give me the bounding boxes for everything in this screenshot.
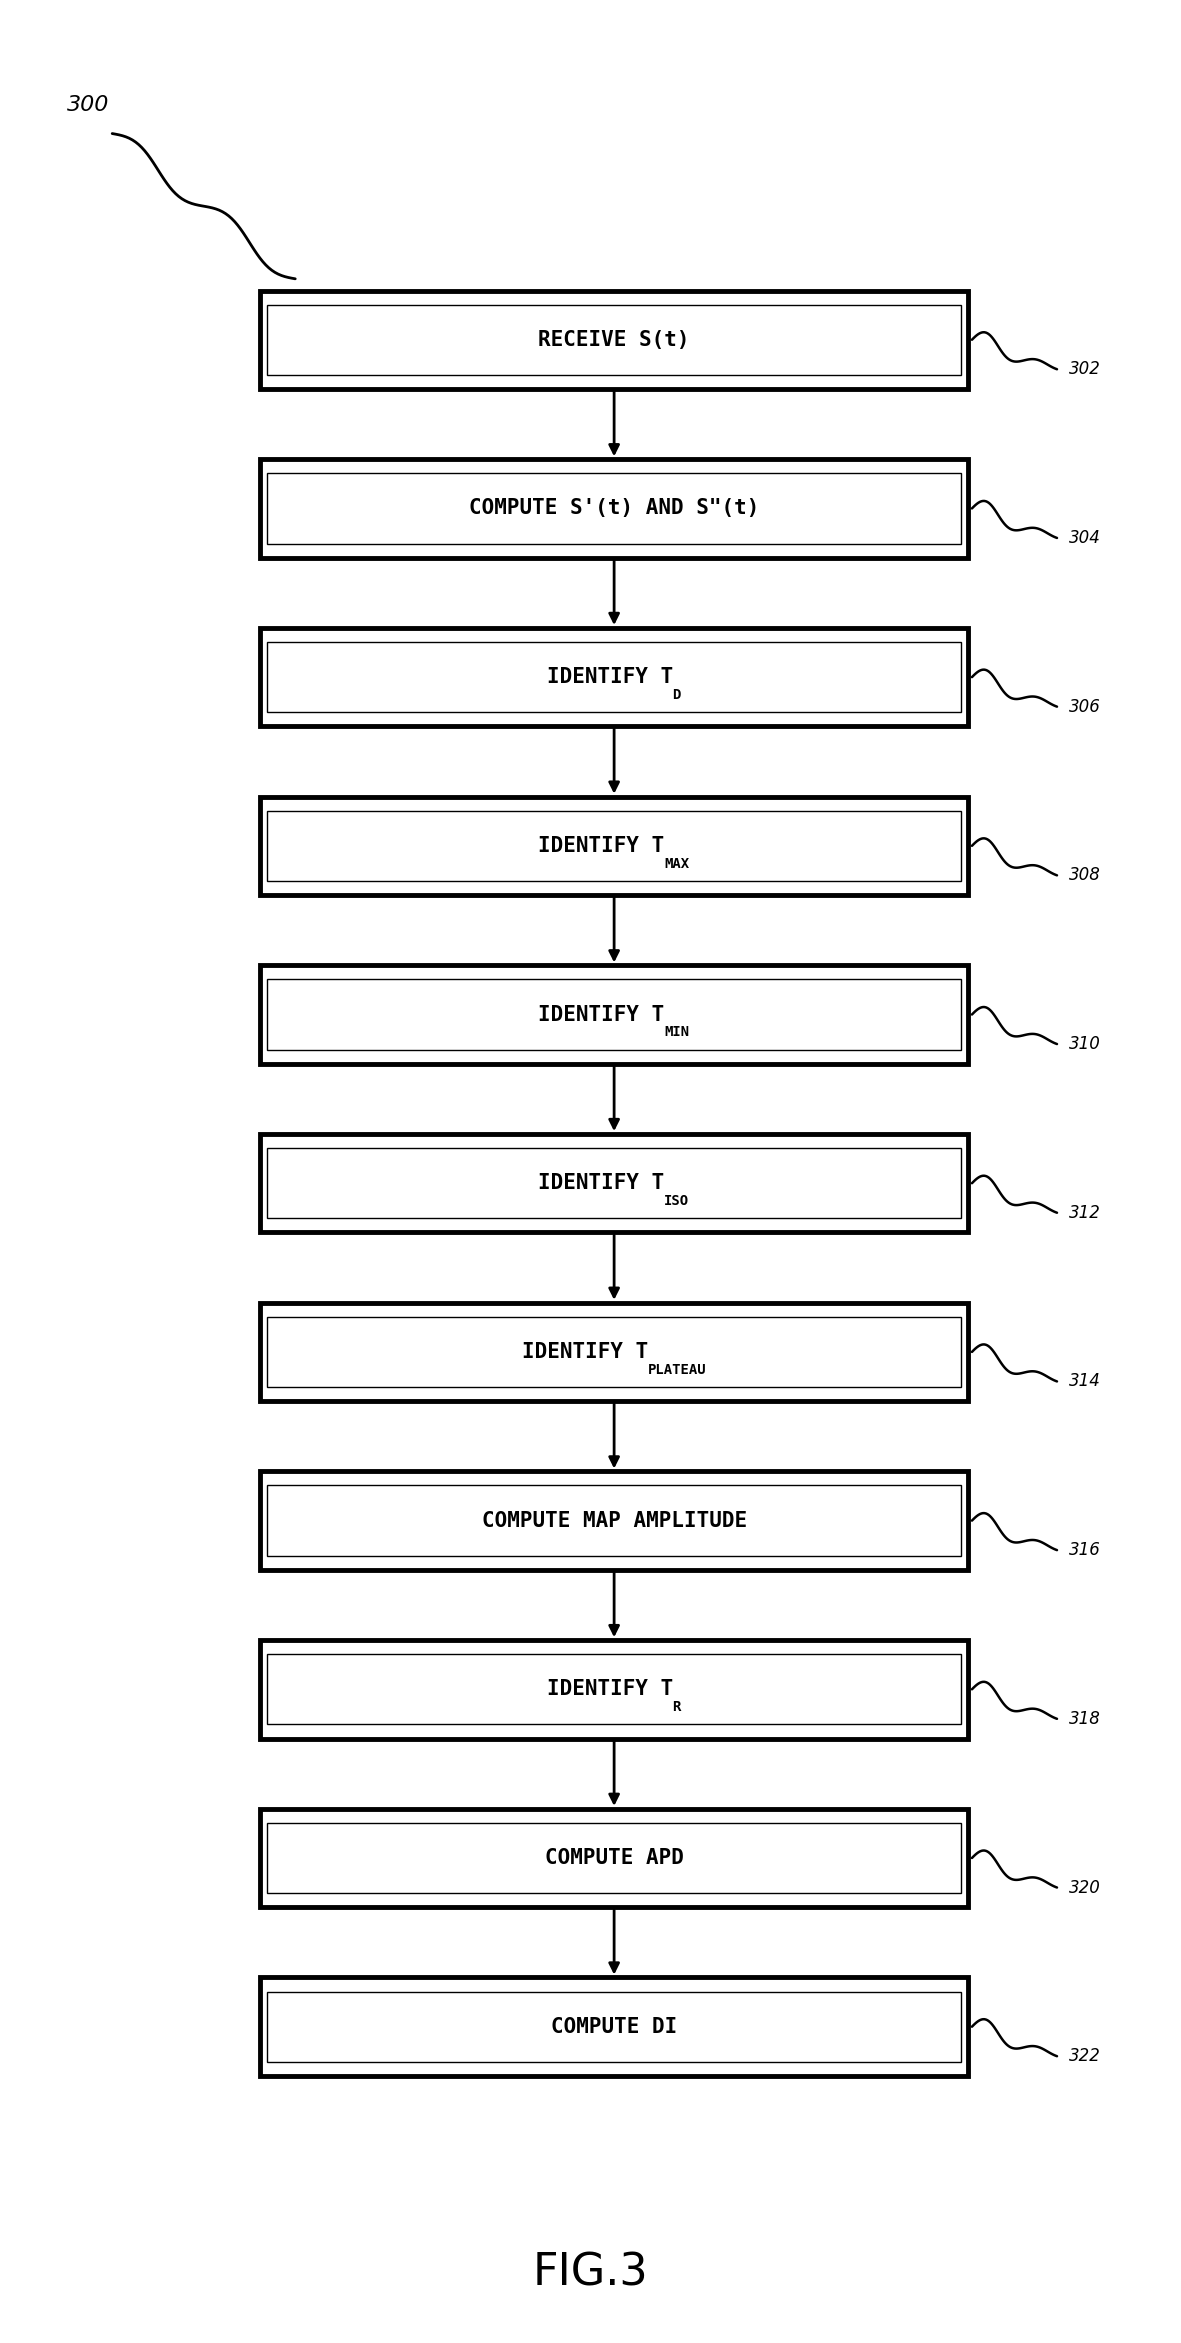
Text: IDENTIFY T: IDENTIFY T (539, 1005, 665, 1024)
Text: 306: 306 (1069, 698, 1101, 715)
Text: D: D (672, 689, 680, 703)
Text: COMPUTE S'(t) AND S"(t): COMPUTE S'(t) AND S"(t) (469, 499, 759, 518)
Text: COMPUTE APD: COMPUTE APD (544, 1849, 684, 1867)
Bar (267, 1654, 961, 1724)
Bar (260, 1303, 968, 1401)
Bar (260, 1809, 968, 1907)
Bar (267, 642, 961, 712)
Text: IDENTIFY T: IDENTIFY T (539, 1174, 665, 1193)
Text: 308: 308 (1069, 867, 1101, 883)
Bar (267, 1148, 961, 1218)
Bar (260, 1977, 968, 2076)
Bar (260, 628, 968, 726)
Bar (260, 291, 968, 389)
Text: 304: 304 (1069, 530, 1101, 546)
Text: 310: 310 (1069, 1036, 1101, 1052)
Text: FIG.3: FIG.3 (533, 2252, 648, 2294)
Text: IDENTIFY T: IDENTIFY T (547, 1680, 673, 1699)
Bar (267, 1317, 961, 1387)
Text: ISO: ISO (664, 1195, 690, 1209)
Bar (267, 305, 961, 375)
Text: R: R (672, 1701, 680, 1715)
Bar (267, 811, 961, 881)
Text: PLATEAU: PLATEAU (647, 1364, 706, 1378)
Text: 312: 312 (1069, 1204, 1101, 1221)
Bar (260, 459, 968, 558)
Bar (260, 1134, 968, 1232)
Text: RECEIVE S(t): RECEIVE S(t) (539, 330, 690, 349)
Text: 302: 302 (1069, 361, 1101, 377)
Text: 314: 314 (1069, 1373, 1101, 1389)
Bar (260, 965, 968, 1064)
Bar (267, 1823, 961, 1893)
Text: 300: 300 (67, 96, 110, 115)
Text: 320: 320 (1069, 1879, 1101, 1895)
Bar (267, 1485, 961, 1556)
Bar (267, 473, 961, 544)
Bar (260, 1471, 968, 1570)
Bar (267, 979, 961, 1050)
Text: IDENTIFY T: IDENTIFY T (547, 668, 673, 686)
Bar (260, 797, 968, 895)
Bar (267, 1992, 961, 2062)
Text: 322: 322 (1069, 2048, 1101, 2064)
Text: IDENTIFY T: IDENTIFY T (522, 1343, 648, 1361)
Text: 318: 318 (1069, 1710, 1101, 1727)
Text: 316: 316 (1069, 1542, 1101, 1558)
Text: MAX: MAX (664, 858, 690, 872)
Text: COMPUTE DI: COMPUTE DI (552, 2017, 677, 2036)
Text: IDENTIFY T: IDENTIFY T (539, 836, 665, 855)
Bar (260, 1640, 968, 1739)
Text: MIN: MIN (664, 1026, 690, 1040)
Text: COMPUTE MAP AMPLITUDE: COMPUTE MAP AMPLITUDE (482, 1511, 746, 1530)
